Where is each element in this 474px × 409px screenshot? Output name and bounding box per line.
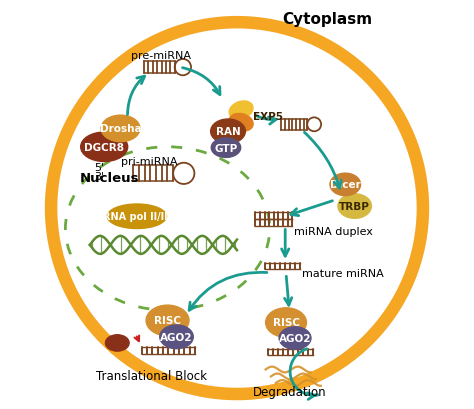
Ellipse shape	[211, 139, 241, 158]
Text: TRBP: TRBP	[339, 202, 370, 211]
Ellipse shape	[338, 194, 372, 219]
Text: Cytoplasm: Cytoplasm	[282, 11, 372, 27]
Ellipse shape	[160, 325, 193, 349]
Text: RAN: RAN	[216, 127, 240, 137]
Text: pri-miRNA: pri-miRNA	[121, 157, 177, 167]
Text: 5': 5'	[94, 163, 104, 173]
Text: GTP: GTP	[214, 143, 237, 153]
Text: RNA pol II/III: RNA pol II/III	[103, 212, 171, 222]
Ellipse shape	[265, 308, 307, 337]
Ellipse shape	[81, 133, 128, 162]
Text: EXP5: EXP5	[253, 112, 283, 122]
Text: Dicer: Dicer	[330, 180, 361, 190]
Text: mature miRNA: mature miRNA	[302, 269, 384, 279]
Ellipse shape	[105, 335, 129, 351]
Text: Drosha: Drosha	[100, 124, 141, 134]
Text: AGO2: AGO2	[279, 333, 311, 343]
Ellipse shape	[330, 174, 361, 196]
Ellipse shape	[101, 116, 140, 142]
Ellipse shape	[146, 306, 189, 336]
Ellipse shape	[279, 327, 311, 349]
Text: Degradation: Degradation	[253, 385, 326, 398]
Text: DGCR8: DGCR8	[84, 142, 124, 153]
Text: AGO2: AGO2	[160, 332, 193, 342]
Text: RISC: RISC	[273, 318, 300, 328]
Text: miRNA duplex: miRNA duplex	[294, 226, 373, 236]
Ellipse shape	[229, 102, 253, 120]
Text: pre-miRNA: pre-miRNA	[131, 51, 191, 61]
Text: RISC: RISC	[154, 316, 181, 326]
Text: 3': 3'	[94, 172, 104, 182]
Text: Nucleus: Nucleus	[80, 171, 139, 184]
Ellipse shape	[210, 120, 246, 144]
Ellipse shape	[229, 114, 253, 132]
Text: Translational Block: Translational Block	[96, 369, 207, 382]
Ellipse shape	[107, 204, 166, 229]
